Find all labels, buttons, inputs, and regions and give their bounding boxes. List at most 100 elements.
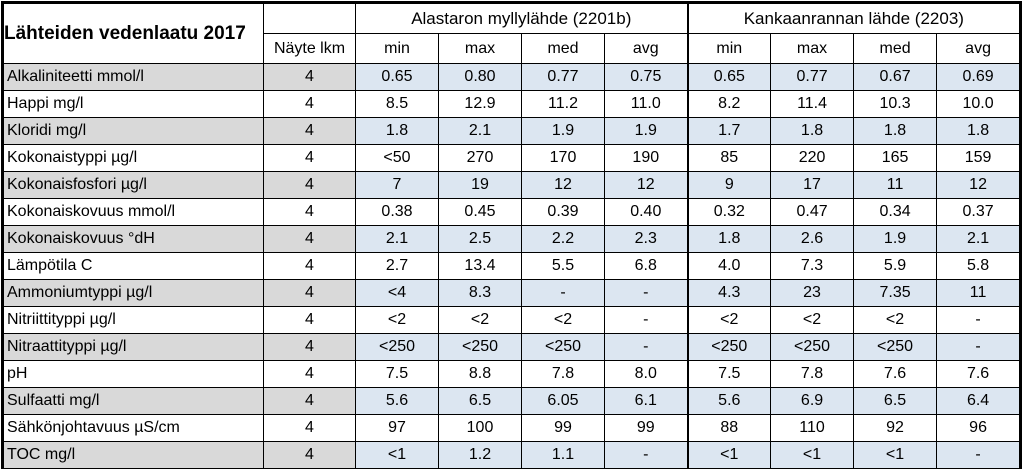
table-row: Kokonaiskovuus °dH 4 2.1 2.5 2.2 2.3 1.8 2.6 1.9…: [3, 225, 1021, 253]
value-cell: 2.1: [355, 225, 439, 253]
value-cell: 97: [355, 414, 439, 442]
value-cell: 170: [521, 144, 605, 172]
site-header-kankaanranta: Kankaanrannan lähde (2203): [686, 3, 1021, 34]
value-cell: <250: [438, 333, 522, 361]
value-cell: -: [603, 441, 689, 469]
value-cell: 7.3: [770, 252, 855, 280]
value-cell: 92: [853, 414, 938, 442]
value-cell: 7: [355, 171, 439, 199]
value-cell: 6.5: [853, 387, 938, 415]
value-cell: 0.37: [936, 198, 1021, 226]
value-cell: 17: [770, 171, 855, 199]
value-cell: <250: [770, 333, 855, 361]
value-cell: 8.2: [686, 90, 772, 118]
parameter-name: Kokonaiskovuus °dH: [3, 225, 264, 253]
sample-count: 4: [263, 279, 356, 307]
value-cell: 100: [438, 414, 522, 442]
table-row: Sulfaatti mg/l 4 5.6 6.5 6.05 6.1 5.6 6.9 6.5 6.4: [3, 387, 1021, 415]
value-cell: 99: [603, 414, 689, 442]
value-cell: 0.47: [770, 198, 855, 226]
value-cell: 0.38: [355, 198, 439, 226]
sample-count: 4: [263, 387, 356, 415]
table-row: Kokonaiskovuus mmol/l 4 0.38 0.45 0.39 0.40 0.…: [3, 198, 1021, 226]
value-cell: <50: [355, 144, 439, 172]
parameter-name: Nitraattityppi µg/l: [3, 333, 264, 361]
value-cell: 0.45: [438, 198, 522, 226]
value-cell: 1.1: [521, 441, 605, 469]
value-cell: 12: [521, 171, 605, 199]
value-cell: 2.3: [603, 225, 689, 253]
stat-header: min: [355, 33, 439, 64]
value-cell: 1.8: [936, 117, 1021, 145]
sample-count: 4: [263, 171, 356, 199]
value-cell: 8.8: [438, 360, 522, 388]
sample-count: 4: [263, 414, 356, 442]
value-cell: 0.34: [853, 198, 938, 226]
value-cell: <1: [770, 441, 855, 469]
value-cell: 11.0: [603, 90, 689, 118]
value-cell: 159: [936, 144, 1021, 172]
value-cell: 1.9: [603, 117, 689, 145]
value-cell: 220: [770, 144, 855, 172]
site-header-alastaro: Alastaron myllylähde (2201b): [354, 3, 689, 34]
value-cell: 1.8: [355, 117, 439, 145]
sample-count: 4: [263, 117, 356, 145]
value-cell: 6.4: [936, 387, 1021, 415]
value-cell: 0.40: [603, 198, 689, 226]
value-cell: <250: [853, 333, 938, 361]
value-cell: 8.0: [603, 360, 689, 388]
value-cell: 10.3: [853, 90, 938, 118]
value-cell: 88: [686, 414, 772, 442]
sample-count: 4: [263, 441, 356, 469]
value-cell: 2.1: [936, 225, 1021, 253]
value-cell: <250: [355, 333, 439, 361]
value-cell: -: [936, 333, 1021, 361]
value-cell: 110: [770, 414, 855, 442]
value-cell: 1.7: [686, 117, 772, 145]
value-cell: 5.6: [355, 387, 439, 415]
parameter-name: Kokonaiskovuus mmol/l: [3, 198, 264, 226]
sample-count: 4: [263, 198, 356, 226]
stat-header: med: [521, 33, 605, 64]
value-cell: 1.8: [770, 117, 855, 145]
table-row: Alkaliniteetti mmol/l 4 0.65 0.80 0.77 0.75 0.…: [3, 63, 1021, 91]
value-cell: 10.0: [936, 90, 1021, 118]
parameter-name: Alkaliniteetti mmol/l: [3, 63, 264, 91]
value-cell: <1: [686, 441, 772, 469]
value-cell: 2.5: [438, 225, 522, 253]
table-row: Sähkönjohtavuus µS/cm 4 97 100 99 99 88 110 92 96: [3, 414, 1021, 442]
value-cell: <2: [521, 306, 605, 334]
parameter-name: Lämpötila C: [3, 252, 264, 280]
table-row: Ammoniumtyppi µg/l 4 <4 8.3- -4.3 23 7.35 11: [3, 279, 1021, 307]
value-cell: 85: [686, 144, 772, 172]
parameter-name: TOC mg/l: [3, 441, 264, 469]
parameter-name: Happi mg/l: [3, 90, 264, 118]
value-cell: 0.65: [355, 63, 439, 91]
value-cell: 0.77: [521, 63, 605, 91]
value-cell: 7.6: [853, 360, 938, 388]
value-cell: 11: [853, 171, 938, 199]
value-cell: <2: [853, 306, 938, 334]
parameter-name: Kokonaistyppi µg/l: [3, 144, 264, 172]
value-cell: <2: [686, 306, 772, 334]
empty-header-cell: [263, 3, 356, 34]
value-cell: 0.77: [770, 63, 855, 91]
value-cell: <250: [521, 333, 605, 361]
table-title: Lähteiden vedenlaatu 2017: [3, 3, 264, 64]
value-cell: 1.8: [853, 117, 938, 145]
value-cell: 1.2: [438, 441, 522, 469]
value-cell: 19: [438, 171, 522, 199]
table-row: Nitriittityppi µg/l 4 <2 <2 <2- <2 <2 <2-: [3, 306, 1021, 334]
value-cell: 12: [936, 171, 1021, 199]
value-cell: 2.7: [355, 252, 439, 280]
value-cell: 6.9: [770, 387, 855, 415]
sample-count: 4: [263, 252, 356, 280]
value-cell: <250: [686, 333, 772, 361]
parameter-name: Kloridi mg/l: [3, 117, 264, 145]
table-row: Happi mg/l 4 8.5 12.9 11.2 11.0 8.2 11.4 10.3 10.…: [3, 90, 1021, 118]
header-row-sites: Lähteiden vedenlaatu 2017 Alastaron myll…: [3, 3, 1021, 64]
sample-count: 4: [263, 360, 356, 388]
sample-count: 4: [263, 144, 356, 172]
value-cell: 6.1: [603, 387, 689, 415]
stat-header: avg: [936, 33, 1021, 64]
